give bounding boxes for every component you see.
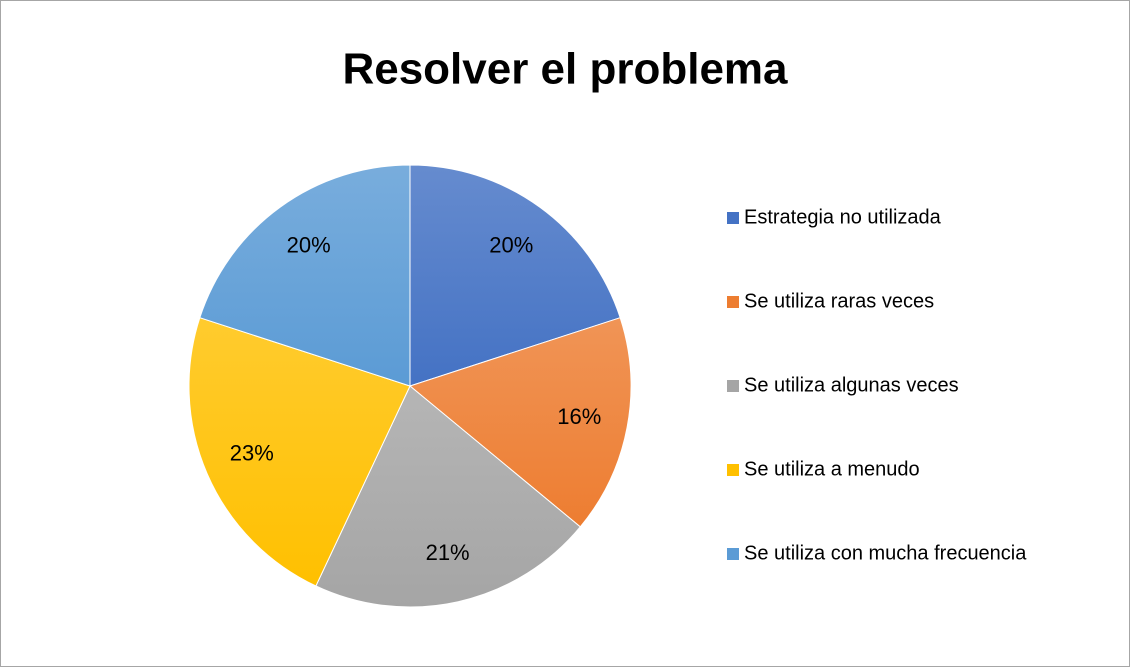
pie-slice [409, 164, 621, 387]
legend-label: Estrategia no utilizada [744, 206, 942, 228]
legend-swatch [727, 464, 739, 476]
legend-swatch [727, 380, 739, 392]
legend-label: Se utiliza a menudo [744, 458, 920, 480]
data-label: 16% [557, 404, 601, 429]
data-label: 20% [489, 232, 533, 257]
legend-label: Se utiliza raras veces [744, 290, 934, 312]
data-label: 23% [230, 440, 274, 465]
legend-swatch [727, 548, 739, 560]
pie-slice [199, 164, 411, 387]
legend-label: Se utiliza con mucha frecuencia [744, 542, 1027, 564]
pie-slice [408, 317, 632, 528]
data-label: 20% [287, 232, 331, 257]
pie-slice [188, 317, 411, 587]
legend-swatch [727, 212, 739, 224]
pie-slice [315, 385, 581, 608]
chart-title: Resolver el problema [342, 45, 788, 94]
legend-swatch [727, 296, 739, 308]
legend-label: Se utiliza algunas veces [744, 374, 959, 396]
data-label: 21% [426, 540, 470, 565]
